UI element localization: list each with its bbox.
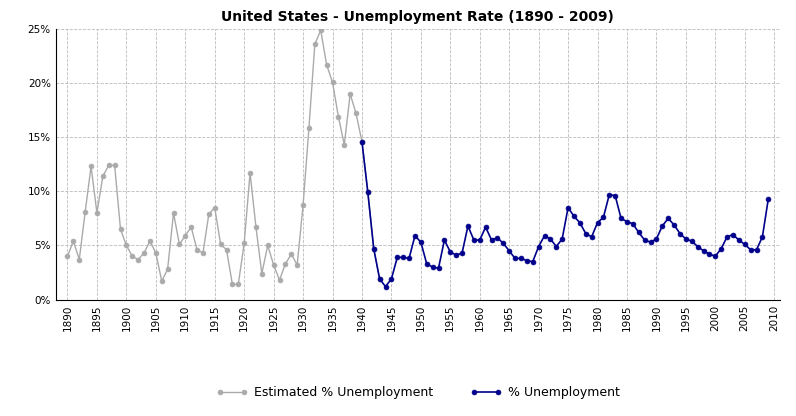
Estimated % Unemployment	[240, 241, 249, 246]
Title: United States - Unemployment Rate (1890 - 2009): United States - Unemployment Rate (1890 …	[221, 10, 615, 24]
Legend: Estimated % Unemployment, % Unemployment: Estimated % Unemployment, % Unemployment	[211, 381, 625, 404]
Line: % Unemployment: % Unemployment	[360, 139, 771, 289]
% Unemployment	[704, 252, 714, 257]
Estimated % Unemployment	[63, 254, 72, 259]
% Unemployment	[416, 240, 426, 245]
% Unemployment	[711, 254, 720, 259]
% Unemployment	[763, 196, 773, 201]
Estimated % Unemployment	[257, 271, 267, 276]
% Unemployment	[486, 238, 496, 243]
Estimated % Unemployment	[252, 225, 261, 230]
Estimated % Unemployment	[281, 261, 291, 266]
Estimated % Unemployment	[316, 28, 326, 33]
Estimated % Unemployment	[115, 227, 125, 232]
Estimated % Unemployment	[375, 277, 384, 282]
Line: Estimated % Unemployment: Estimated % Unemployment	[65, 28, 382, 287]
% Unemployment	[587, 234, 596, 239]
% Unemployment	[457, 250, 466, 255]
Estimated % Unemployment	[228, 282, 237, 287]
% Unemployment	[357, 139, 367, 144]
% Unemployment	[380, 284, 390, 289]
Estimated % Unemployment	[181, 233, 190, 238]
